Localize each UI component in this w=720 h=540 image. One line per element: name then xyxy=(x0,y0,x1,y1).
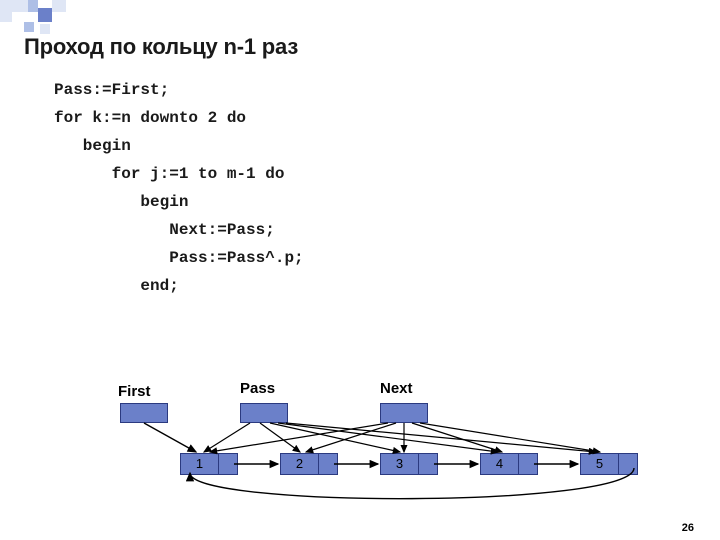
arrows xyxy=(100,380,660,530)
page-title: Проход по кольцу n-1 раз xyxy=(24,34,298,60)
linked-list-diagram: First Pass Next 1 2 3 4 5 xyxy=(100,380,640,520)
page-number: 26 xyxy=(682,522,694,534)
code-block: Pass:=First; for k:=n downto 2 do begin … xyxy=(54,76,304,300)
